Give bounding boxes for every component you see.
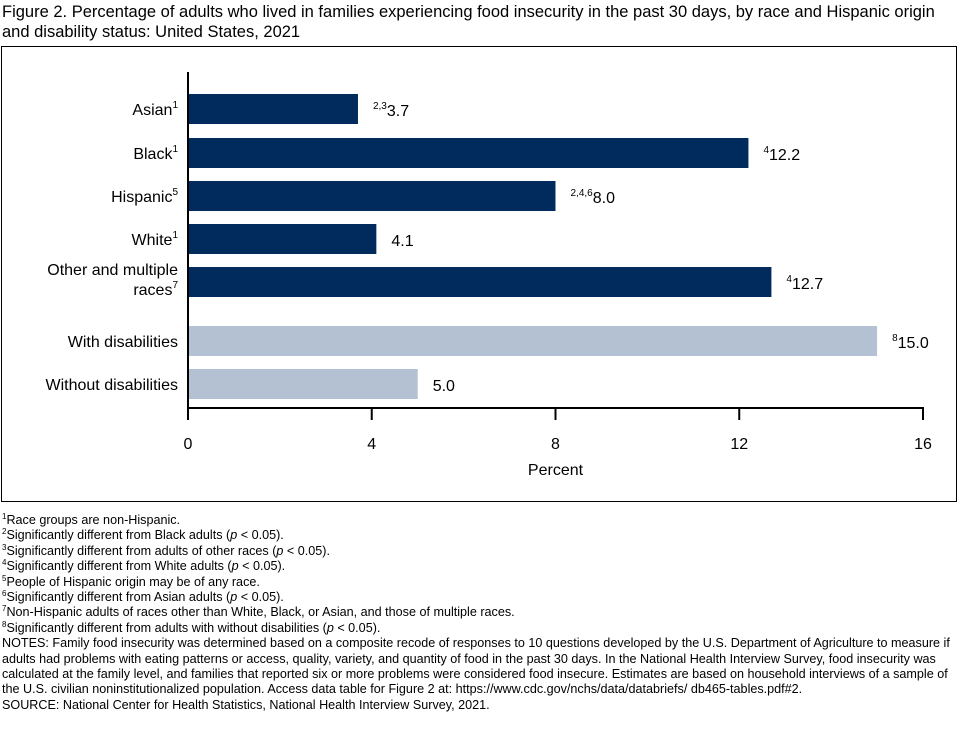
value-label: 412.7 [786, 274, 823, 293]
category-label: White1 [132, 230, 179, 249]
footnote: 1Race groups are non-Hispanic. [2, 512, 181, 528]
category-label: Hispanic5 [111, 187, 178, 206]
source-text: SOURCE: National Center for Health Stati… [2, 697, 490, 712]
category-label: Asian1 [132, 100, 178, 119]
footnote: 6Significantly different from Asian adul… [2, 589, 284, 605]
category-label: Black1 [133, 144, 178, 163]
bar [188, 224, 377, 254]
category-label: Without disabilities [46, 377, 179, 394]
footnote-number: 6 [2, 589, 7, 599]
footnote-number: 1 [2, 512, 7, 521]
footnote-number: 4 [2, 558, 7, 568]
x-tick-label: 0 [184, 436, 193, 453]
chart-frame [1, 46, 957, 502]
bar [188, 267, 772, 297]
footnote: 5People of Hispanic origin may be of any… [2, 573, 260, 589]
bar [188, 181, 556, 211]
footnotes: 1Race groups are non-Hispanic. 2Significa… [2, 513, 957, 713]
footnote: 7Non-Hispanic adults of races other than… [2, 604, 515, 620]
x-tick-label: 4 [367, 436, 376, 453]
bar [188, 369, 418, 399]
footnote-number: 7 [2, 604, 7, 614]
bar [188, 94, 358, 124]
footnote: 8Significantly different from adults wit… [2, 619, 381, 635]
footnote: 2Significantly different from Black adul… [2, 527, 284, 543]
footnote: 4Significantly different from White adul… [2, 558, 286, 574]
value-label: 2,4,68.0 [571, 188, 616, 207]
category-label: races7 [133, 280, 178, 299]
bar-chart: Asian1 2,33.7 Black1 412.2 Hispanic5 2,4,68.0… [46, 72, 932, 479]
value-label: 815.0 [892, 333, 929, 352]
footnote-number: 3 [2, 542, 7, 552]
notes-text: NOTES: Family food insecurity was determ… [2, 636, 950, 697]
footnote-number: 5 [2, 573, 7, 583]
value-label: 5.0 [433, 378, 455, 395]
category-label: With disabilities [68, 334, 178, 351]
footnote-number: 8 [2, 619, 7, 629]
figure-title: Figure 2. Percentage of adults who lived… [2, 3, 935, 41]
bar [188, 326, 878, 356]
category-label: Other and multiple [47, 262, 178, 279]
x-tick-label: 12 [730, 436, 748, 453]
footnote: 3Significantly different from adults of … [2, 542, 330, 558]
bar [188, 138, 749, 168]
x-tick-label: 16 [914, 436, 932, 453]
value-label: 2,33.7 [373, 101, 409, 120]
x-axis-title: Percent [528, 462, 584, 479]
x-tick-label: 8 [551, 436, 560, 453]
footnote-number: 2 [2, 527, 7, 537]
value-label: 4.1 [391, 233, 413, 250]
value-label: 412.2 [763, 145, 800, 164]
